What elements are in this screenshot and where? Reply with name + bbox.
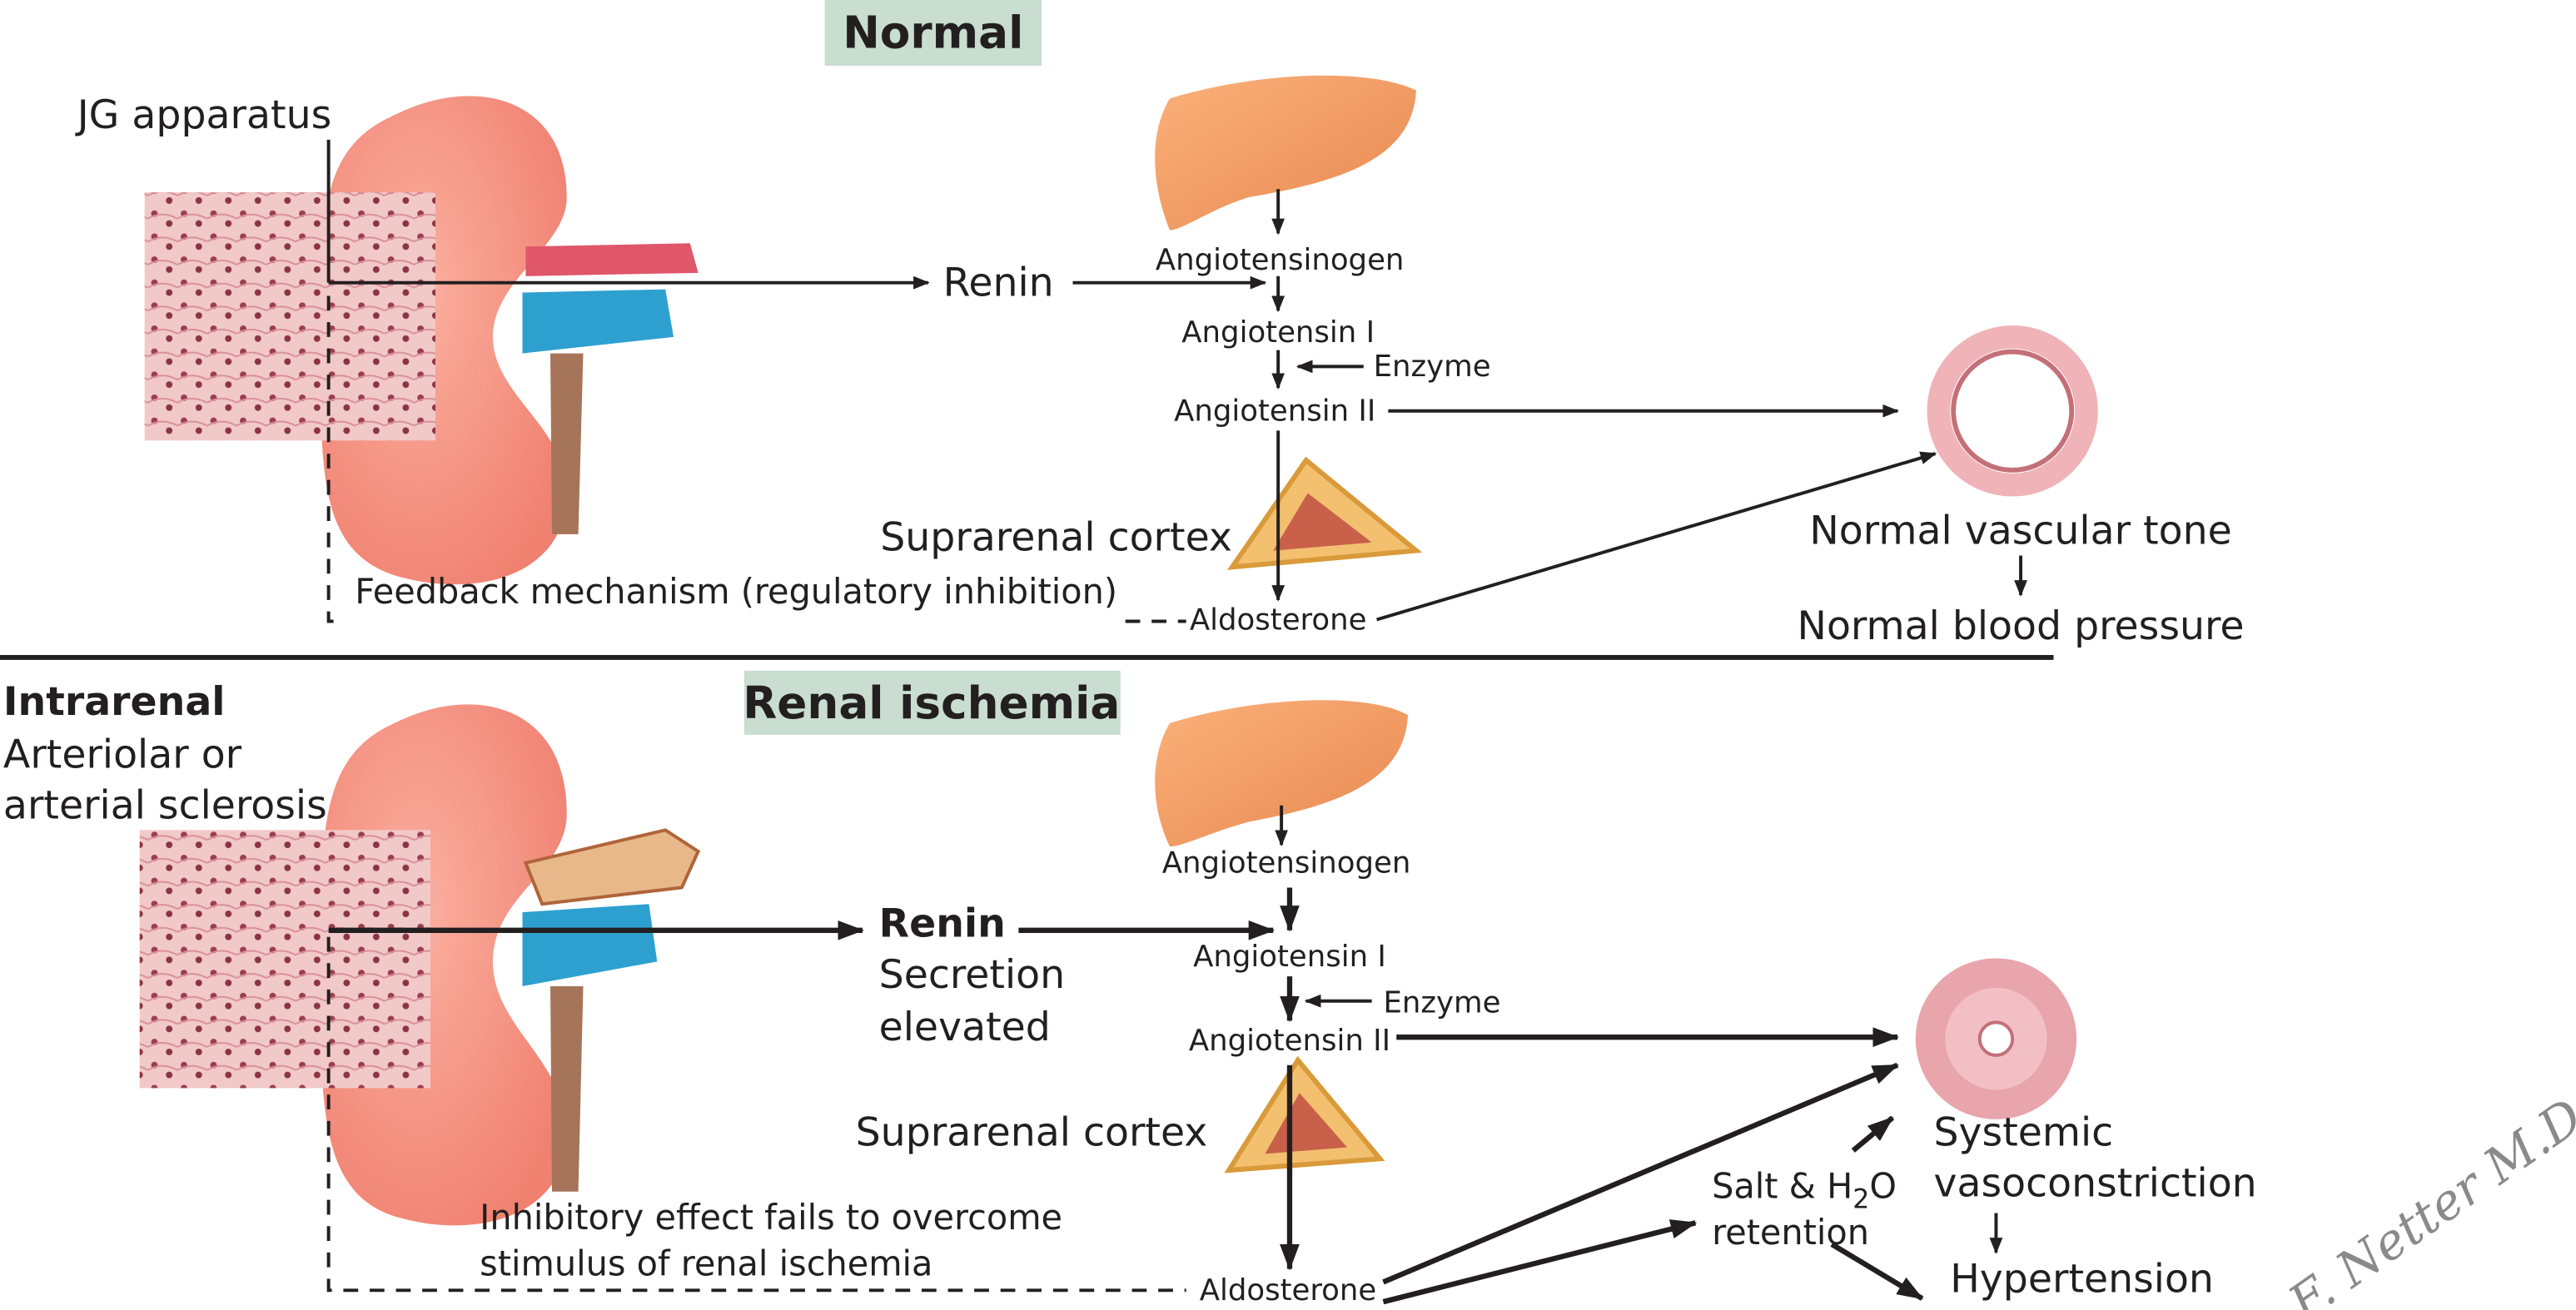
- label: Renin: [943, 260, 1054, 305]
- label: elevated: [879, 1005, 1051, 1050]
- label: Renin: [879, 901, 1006, 947]
- arrow: [1375, 451, 1937, 622]
- ureter: [550, 985, 584, 1192]
- adrenal-medulla: [1273, 493, 1372, 551]
- renal-vein: [522, 289, 674, 354]
- label: Angiotensin II: [1189, 1024, 1390, 1058]
- title-box: [743, 670, 1121, 735]
- label: Aldosterone: [1190, 603, 1367, 637]
- label: Feedback mechanism (regulatory inhibitio…: [355, 572, 1117, 612]
- label: Secretion: [879, 952, 1065, 998]
- arrow: [1851, 1115, 1895, 1153]
- renal-artery: [525, 243, 699, 276]
- label: Angiotensinogen: [1156, 243, 1405, 277]
- subscript: 2: [1852, 1185, 1869, 1215]
- blood-vessel: [1927, 325, 2098, 497]
- label: retention: [1712, 1213, 1869, 1253]
- section-title: Renal ischemia: [743, 677, 1120, 729]
- label-part: O: [1869, 1167, 1897, 1207]
- label: Arteriolar or: [3, 732, 242, 777]
- label: Angiotensin I: [1193, 940, 1386, 974]
- label: Suprarenal cortex: [880, 515, 1232, 561]
- arrow: [1382, 1062, 1899, 1285]
- label: Intrarenal: [3, 679, 226, 725]
- label: Aldosterone: [1200, 1273, 1377, 1308]
- label: Enzyme: [1374, 350, 1491, 384]
- vessel-lumen: [1951, 349, 2075, 473]
- label: Salt & H2O: [1712, 1167, 1897, 1215]
- feedback-line: [326, 295, 1186, 623]
- label: JG apparatus: [75, 92, 332, 138]
- arrow: [1382, 1219, 1698, 1305]
- label-part: Salt & H: [1712, 1167, 1852, 1207]
- arrow: [1830, 1242, 1924, 1301]
- adrenal-medulla: [1265, 1093, 1348, 1154]
- label: Angiotensin II: [1174, 394, 1375, 429]
- label: vasoconstriction: [1933, 1161, 2256, 1207]
- label: Enzyme: [1383, 986, 1500, 1020]
- label: Systemic: [1933, 1109, 2113, 1155]
- tissue-section: [139, 830, 430, 1089]
- feedback-line: [326, 936, 1186, 1293]
- liver: [1155, 700, 1409, 847]
- liver: [1155, 75, 1416, 231]
- renal-vein: [522, 904, 658, 986]
- label: Inhibitory effect fails to overcome: [480, 1198, 1062, 1238]
- signature: F. Netter M.D.: [2278, 1079, 2576, 1310]
- tissue-section: [144, 192, 435, 441]
- sclerotic-artery: [523, 828, 701, 906]
- ureter: [550, 353, 584, 534]
- label: Normal vascular tone: [1809, 509, 2231, 554]
- label: Hypertension: [1950, 1256, 2214, 1302]
- label: stimulus of renal ischemia: [480, 1244, 932, 1284]
- label: arterial sclerosis: [3, 782, 327, 828]
- label: Normal blood pressure: [1798, 603, 2245, 649]
- label: Suprarenal cortex: [856, 1109, 1208, 1155]
- section-title: Normal: [843, 7, 1023, 58]
- vessel-lumen: [1977, 1020, 2015, 1057]
- label: Angiotensin I: [1181, 315, 1375, 350]
- label: Angiotensinogen: [1162, 846, 1411, 881]
- title-box: [824, 0, 1042, 66]
